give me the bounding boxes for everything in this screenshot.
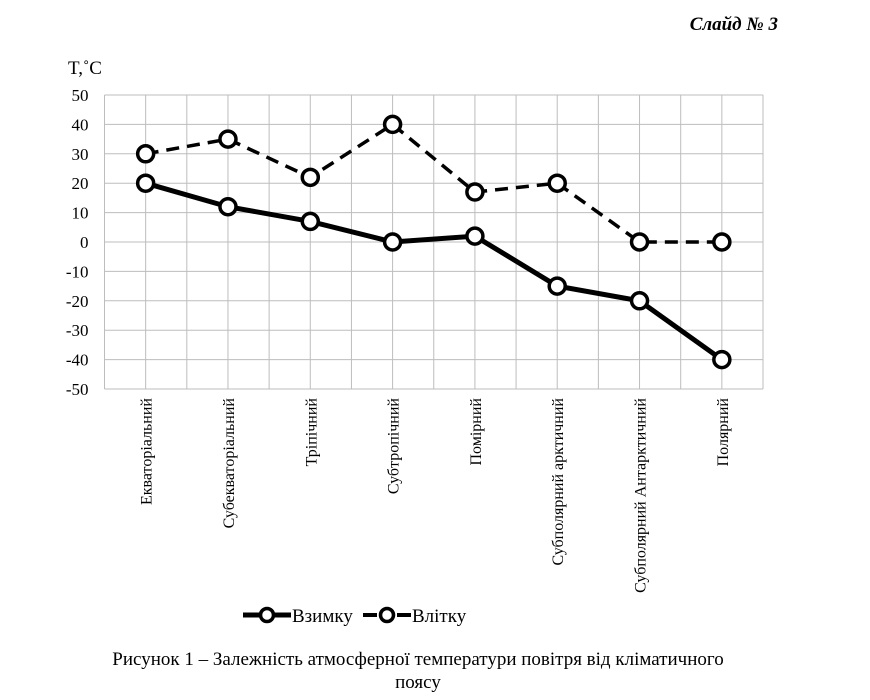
x-category-label: Екваторіальний	[139, 398, 156, 505]
series-line-Влітку	[145, 122, 722, 244]
y-tick-label: 30	[72, 145, 89, 164]
x-category-label: Помірний	[468, 398, 485, 466]
legend-label: Влітку	[412, 606, 467, 627]
y-tick-label: 10	[72, 204, 89, 223]
data-point	[629, 232, 650, 252]
series-line-Взимку	[144, 180, 724, 362]
y-tick-label: 40	[72, 115, 89, 134]
legend-marker	[258, 606, 276, 624]
x-category-label: Полярний	[715, 398, 732, 467]
legend-marker	[378, 606, 396, 624]
y-tick-label: 50	[72, 86, 89, 105]
data-point	[547, 173, 567, 193]
data-point	[218, 129, 238, 149]
slide-label: Слайд № 3	[690, 14, 778, 35]
x-category-label: Субполярний арктичний	[550, 398, 567, 566]
data-point	[218, 196, 238, 217]
y-tick-label: -30	[66, 321, 89, 340]
data-point	[300, 167, 321, 188]
data-point	[712, 232, 732, 252]
x-category-label: Тріпічний	[303, 398, 320, 467]
y-tick-label: 20	[72, 174, 89, 193]
data-point	[300, 211, 321, 232]
y-axis-label: T,˚C	[68, 58, 102, 79]
legend-label: Взимку	[292, 606, 353, 627]
data-point	[629, 291, 650, 311]
data-point	[547, 276, 567, 296]
data-point	[135, 144, 156, 164]
caption-line-2: поясу	[395, 672, 441, 693]
caption-line-1: Рисунок 1 – Залежність атмосферної темпе…	[112, 649, 723, 670]
data-point	[382, 114, 403, 135]
y-tick-label: 0	[80, 233, 89, 252]
x-category-label: Субекваторіальний	[221, 398, 238, 529]
y-tick-label: -20	[66, 292, 89, 311]
data-point	[465, 226, 485, 246]
data-point	[465, 182, 485, 202]
y-tick-label: -50	[66, 380, 89, 399]
x-category-label: Субтропічний	[386, 398, 403, 495]
x-category-label: Субполярний Антарктичний	[633, 398, 650, 593]
data-point	[382, 232, 403, 252]
data-point	[135, 173, 156, 193]
y-tick-label: -10	[66, 262, 89, 281]
y-tick-label: -40	[66, 351, 89, 370]
data-point	[712, 349, 732, 370]
